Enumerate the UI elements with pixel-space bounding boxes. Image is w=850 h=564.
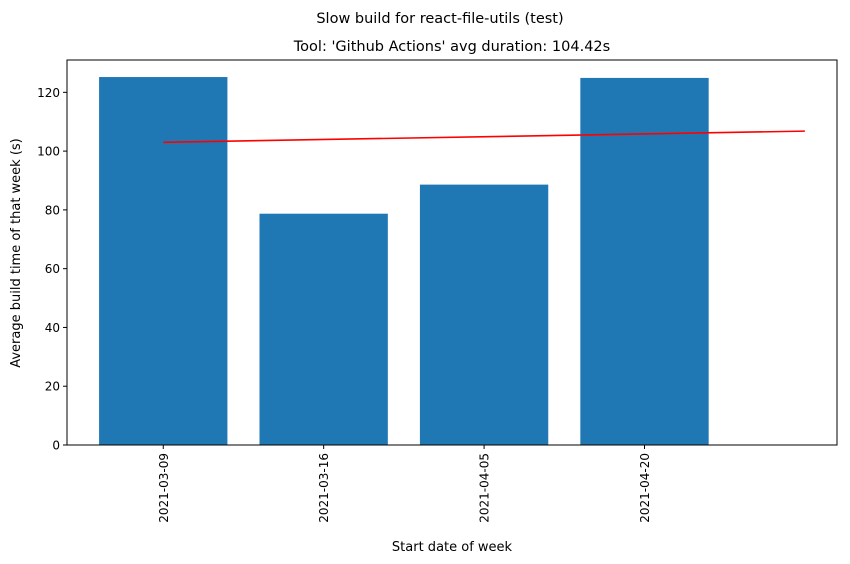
bars-group — [99, 77, 709, 445]
y-tick-label: 40 — [45, 321, 60, 335]
plot-frame — [66, 59, 838, 446]
chart-suptitle: Slow build for react-file-utils (test) — [316, 11, 563, 27]
x-tick-label: 2021-03-09 — [157, 453, 171, 523]
bar-2021-03-09 — [99, 77, 228, 445]
y-tick-label: 120 — [37, 86, 60, 100]
x-axis: 2021-03-09 2021-03-16 2021-04-05 2021-04-20 — [157, 445, 652, 523]
y-tick-label: 80 — [45, 203, 60, 217]
y-axis: 0 20 40 60 80 100 120 — [37, 86, 67, 453]
y-tick-label: 100 — [37, 145, 60, 159]
y-tick-label: 20 — [45, 380, 60, 394]
y-tick-label: 60 — [45, 262, 60, 276]
y-axis-label: Average build time of that week (s) — [9, 138, 24, 368]
x-axis-label: Start date of week — [392, 540, 513, 555]
x-tick-label: 2021-04-20 — [638, 453, 652, 523]
trend-line — [163, 130, 805, 144]
bar-2021-04-05 — [419, 184, 549, 445]
bar-2021-04-20 — [580, 77, 709, 445]
y-tick-label: 0 — [52, 439, 60, 453]
x-tick-label: 2021-03-16 — [317, 453, 331, 523]
chart-title: Tool: 'Github Actions' avg duration: 104… — [293, 39, 610, 55]
trend-group — [163, 130, 805, 144]
bar-2021-03-16 — [259, 213, 388, 445]
x-tick-label: 2021-04-05 — [478, 453, 492, 523]
